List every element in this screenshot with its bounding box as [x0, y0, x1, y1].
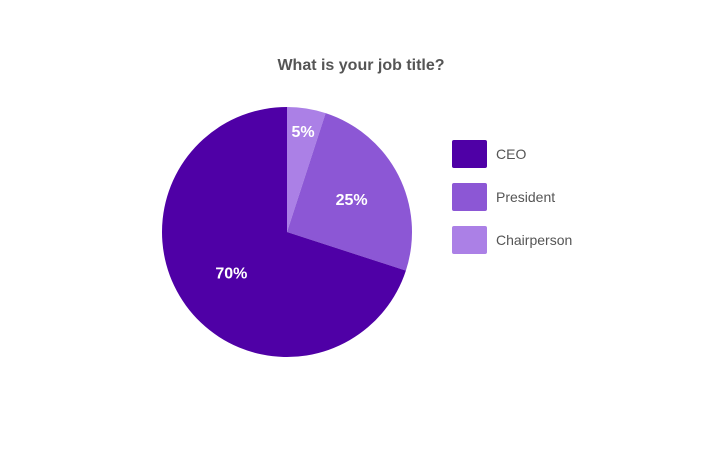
legend-swatch-chairperson: [452, 226, 487, 254]
legend-label-president: President: [496, 189, 555, 205]
legend-label-ceo: CEO: [496, 146, 526, 162]
chart-title: What is your job title?: [277, 57, 444, 74]
legend-swatch-ceo: [452, 140, 487, 168]
pie-slices: [161, 107, 412, 357]
slice-labels: 5% 25% 70%: [215, 124, 367, 283]
slice-label-president: 25%: [336, 192, 368, 209]
slice-label-ceo: 70%: [215, 265, 247, 282]
pie-slice-chairperson: [287, 107, 326, 232]
legend-label-chairperson: Chairperson: [496, 232, 572, 248]
pie-slice-ceo: [161, 107, 406, 357]
slice-label-chairperson: 5%: [291, 124, 314, 141]
legend-swatch-president: [452, 183, 487, 211]
pie-slice-president: [287, 113, 412, 271]
legend: CEO President Chairperson: [452, 140, 572, 254]
